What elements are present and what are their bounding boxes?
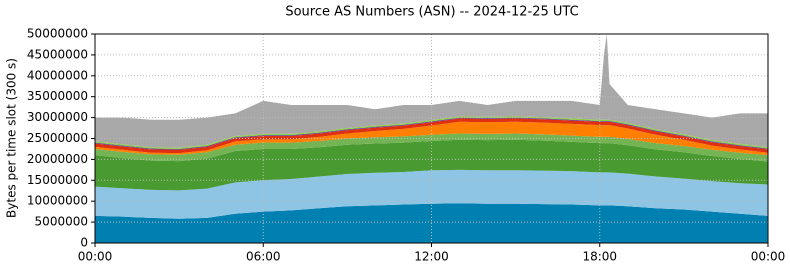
y-axis-label: Bytes per time slot (300 s) [5, 58, 19, 218]
y-tick-label: 45000000 [27, 47, 88, 61]
y-tick-label: 0 [80, 236, 88, 250]
y-tick-label: 20000000 [27, 152, 88, 166]
area [95, 34, 768, 148]
x-tick-label: 00:00 [751, 250, 786, 264]
plot-frame [94, 33, 769, 244]
y-tick-label: 30000000 [27, 110, 88, 124]
area [95, 118, 768, 154]
x-tick-label: 18:00 [582, 250, 617, 264]
y-tick-label: 25000000 [27, 131, 88, 145]
y-tick-label: 50000000 [27, 27, 88, 41]
y-tick-label: 35000000 [27, 89, 88, 103]
area [95, 139, 768, 191]
area [95, 133, 768, 162]
x-tick-label: 12:00 [414, 250, 449, 264]
y-tick-label: 5000000 [35, 215, 88, 229]
x-tick-label: 00:00 [78, 250, 113, 264]
area [95, 169, 768, 219]
y-tick-label: 40000000 [27, 68, 88, 82]
chart-title: Source AS Numbers (ASN) -- 2024-12-25 UT… [285, 5, 578, 20]
x-tick-label: 06:00 [246, 250, 281, 264]
y-tick-label: 10000000 [27, 194, 88, 208]
y-tick-label: 15000000 [27, 173, 88, 187]
